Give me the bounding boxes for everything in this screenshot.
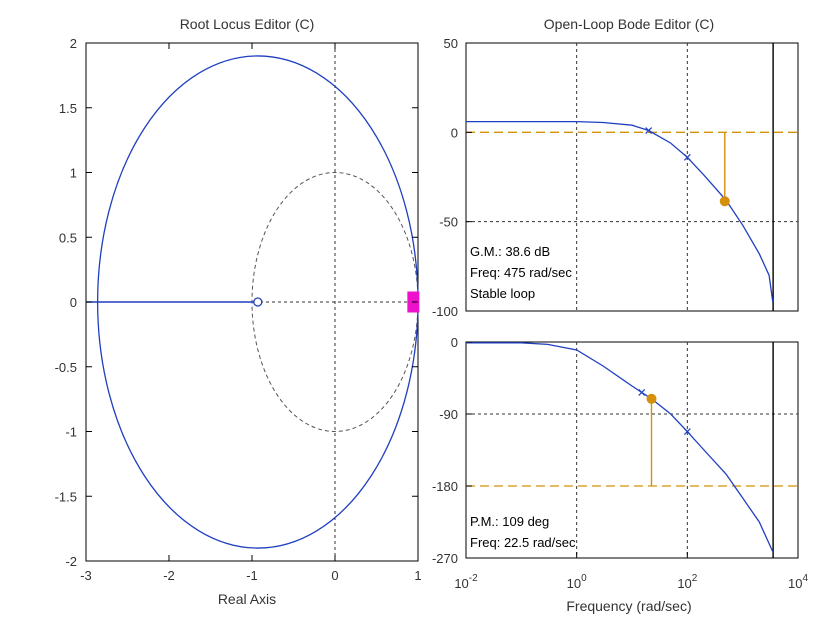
rl-ytick-label: -0.5 xyxy=(55,360,77,375)
root-locus-xlabel: Real Axis xyxy=(218,591,276,607)
phase-margin-text: P.M.: 109 deg xyxy=(470,514,549,529)
tick-base: 10 xyxy=(788,576,802,591)
gain-margin-freq-text: Freq: 475 rad/sec xyxy=(470,265,572,280)
phase-xtick-label: 102 xyxy=(677,573,697,591)
magnitude-compensator-marker xyxy=(683,153,691,161)
root-locus-layer: -3 -2 -1 0 121.510.50-0.5-1-1.5-2 xyxy=(55,36,422,583)
gain-margin-text: G.M.: 38.6 dB xyxy=(470,244,550,259)
phase-xtick-label: 104 xyxy=(788,573,808,591)
rl-xtick-label: -2 xyxy=(163,568,175,583)
magnitude-compensator-marker xyxy=(645,127,653,134)
magnitude-layer: 50 0 -50 -100 xyxy=(432,36,798,319)
phase-ytick-label: -180 xyxy=(432,479,458,494)
phase-xtick-label: 100 xyxy=(567,573,587,591)
mag-ytick-label: -100 xyxy=(432,304,458,319)
root-locus-title: Root Locus Editor (C) xyxy=(180,16,315,32)
phase-margin-freq-text: Freq: 22.5 rad/sec xyxy=(470,535,576,550)
phase-ytick-label: -90 xyxy=(439,407,458,422)
tick-base: 10 xyxy=(567,576,581,591)
tick-exponent: -2 xyxy=(469,573,478,584)
rl-xtick-label: 1 xyxy=(414,568,421,583)
phase-curve xyxy=(466,342,774,552)
rl-xtick-label: 0 xyxy=(331,568,338,583)
phase-compensator-marker xyxy=(683,428,691,436)
rl-ytick-label: 0 xyxy=(70,295,77,310)
phase-margin-marker xyxy=(646,393,657,404)
rl-ytick-label: -1.5 xyxy=(55,489,77,504)
rl-ytick-label: 1.5 xyxy=(59,101,77,116)
mag-ytick-label: -50 xyxy=(439,215,458,230)
rl-xtick-label: -1 xyxy=(246,568,258,583)
rl-ytick-label: 2 xyxy=(70,36,77,51)
gain-margin-marker xyxy=(719,196,730,207)
phase-xtick-label: 10-2 xyxy=(454,573,478,591)
bode-title: Open-Loop Bode Editor (C) xyxy=(544,16,714,32)
bode-xlabel: Frequency (rad/sec) xyxy=(566,598,691,614)
tick-exponent: 0 xyxy=(581,573,587,584)
bode-magnitude-axes[interactable] xyxy=(465,42,799,312)
phase-compensator-marker xyxy=(638,388,646,396)
tick-base: 10 xyxy=(454,576,468,591)
tick-exponent: 4 xyxy=(802,573,808,584)
phase-ytick-label: 0 xyxy=(451,335,458,350)
bode-phase-axes[interactable] xyxy=(465,341,799,559)
rl-ytick-label: -1 xyxy=(65,425,77,440)
mag-ytick-label: 50 xyxy=(444,36,458,51)
phase-ytick-label: -270 xyxy=(432,551,458,566)
mag-ytick-label: 0 xyxy=(451,125,458,140)
rl-ytick-label: 0.5 xyxy=(59,230,77,245)
tick-base: 10 xyxy=(677,576,691,591)
stability-text: Stable loop xyxy=(470,286,535,301)
zero-marker xyxy=(253,297,263,307)
rl-ytick-label: -2 xyxy=(65,554,77,569)
tick-exponent: 2 xyxy=(692,573,698,584)
rl-ytick-label: 1 xyxy=(70,166,77,181)
magnitude-curve xyxy=(466,120,774,303)
rl-xtick-label: -3 xyxy=(80,568,92,583)
